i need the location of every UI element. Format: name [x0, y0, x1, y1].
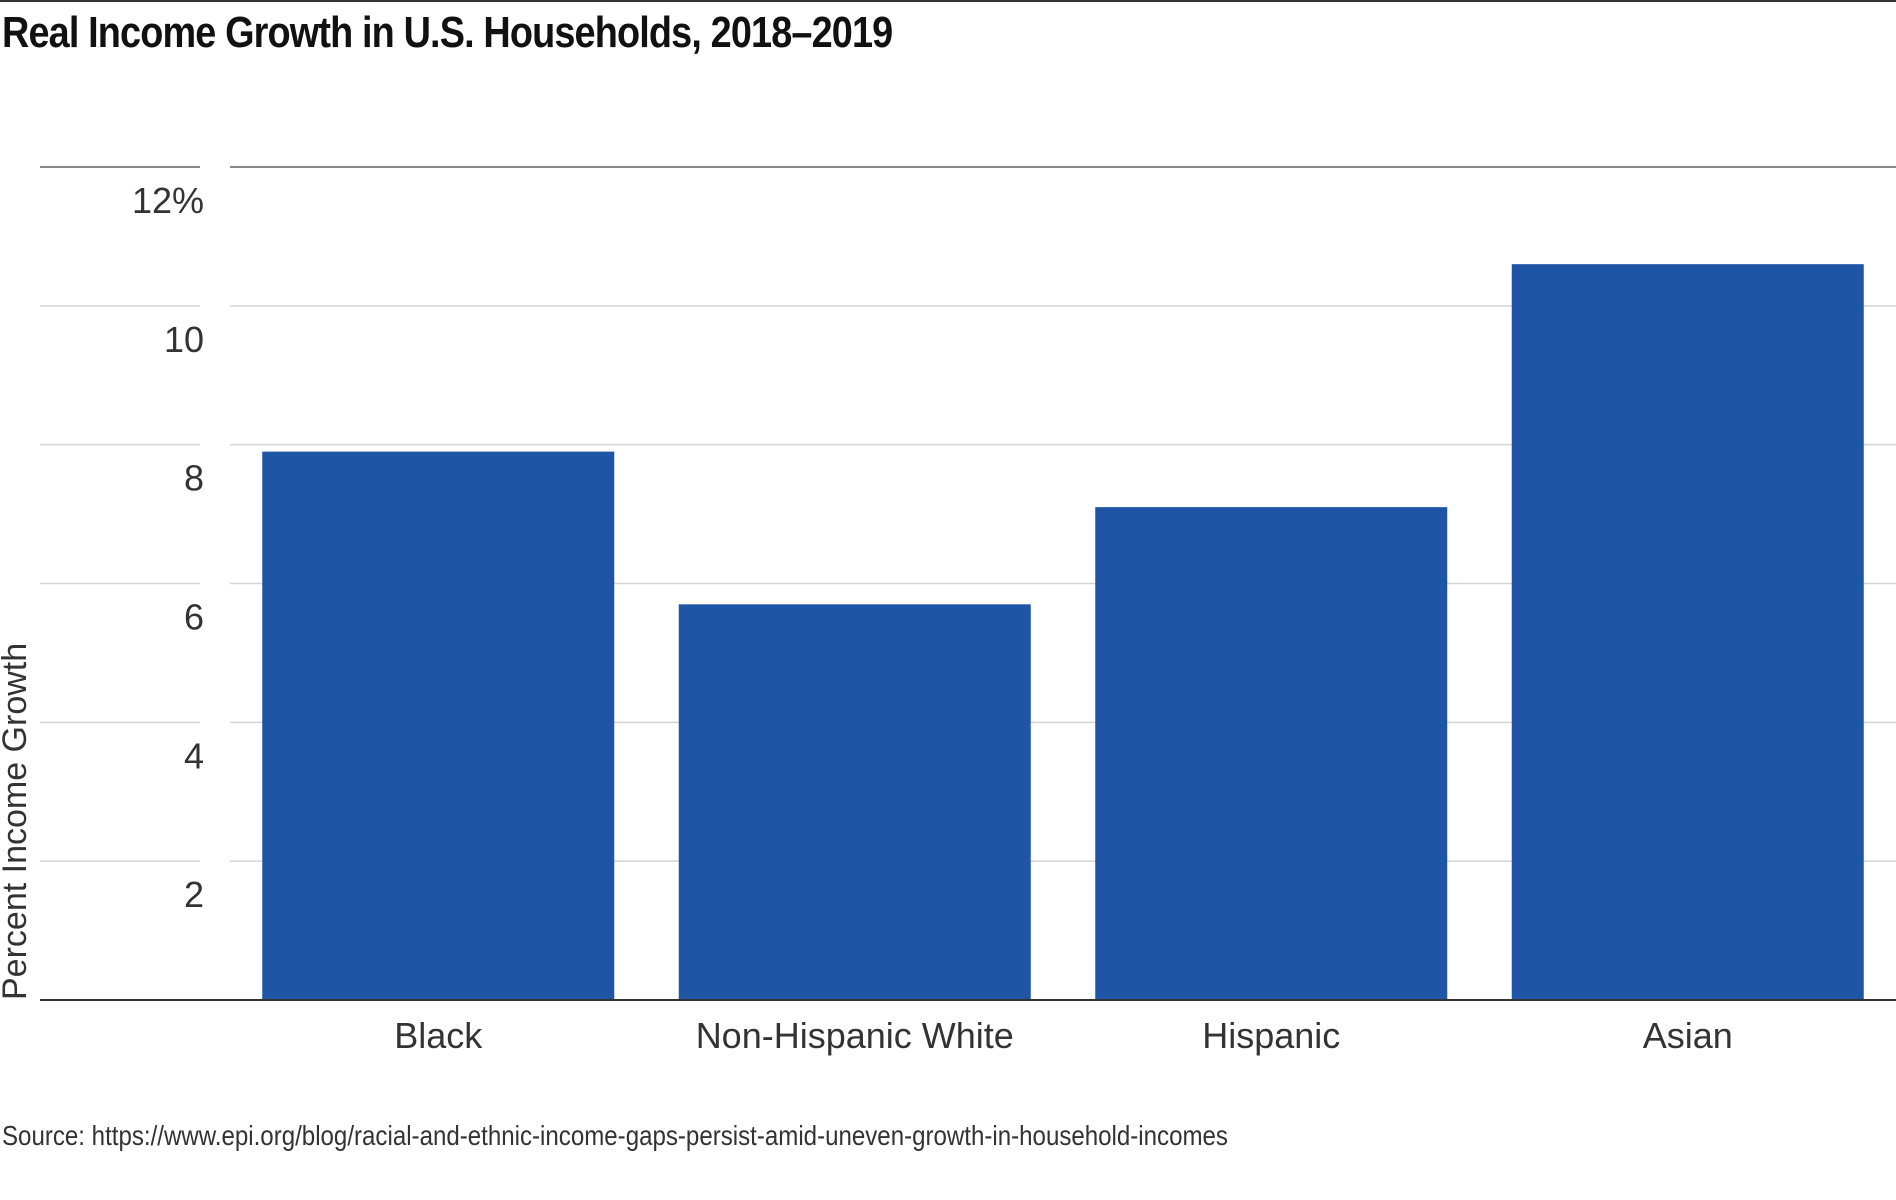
bars — [262, 264, 1864, 1000]
x-tick-label: Non-Hispanic White — [696, 1015, 1014, 1056]
y-axis-label: Percent Income Growth — [0, 643, 34, 1000]
bar-non-hispanic-white — [678, 604, 1031, 1000]
x-tick-label: Hispanic — [1202, 1015, 1340, 1056]
y-tick-label: 2 — [184, 874, 204, 915]
source-note: Source: https://www.epi.org/blog/racial-… — [2, 1120, 1228, 1151]
bar-asian — [1511, 264, 1864, 1000]
bar-hispanic — [1095, 507, 1448, 1000]
y-tick-label: 6 — [184, 597, 204, 638]
y-tick-label: 8 — [184, 458, 204, 499]
bar-black — [262, 451, 615, 1000]
x-tick-label: Asian — [1643, 1015, 1733, 1056]
top-rule — [0, 0, 1896, 2]
y-tick-label: 4 — [184, 735, 204, 776]
x-tick-labels: Black Non-Hispanic White Hispanic Asian — [394, 1015, 1733, 1056]
y-tick-label: 10 — [164, 319, 204, 360]
y-tick-labels: 2 4 6 8 10 12% — [132, 180, 204, 915]
y-tick-label: 12% — [132, 180, 204, 221]
x-tick-label: Black — [394, 1015, 483, 1056]
chart-title: Real Income Growth in U.S. Households, 2… — [2, 8, 893, 57]
